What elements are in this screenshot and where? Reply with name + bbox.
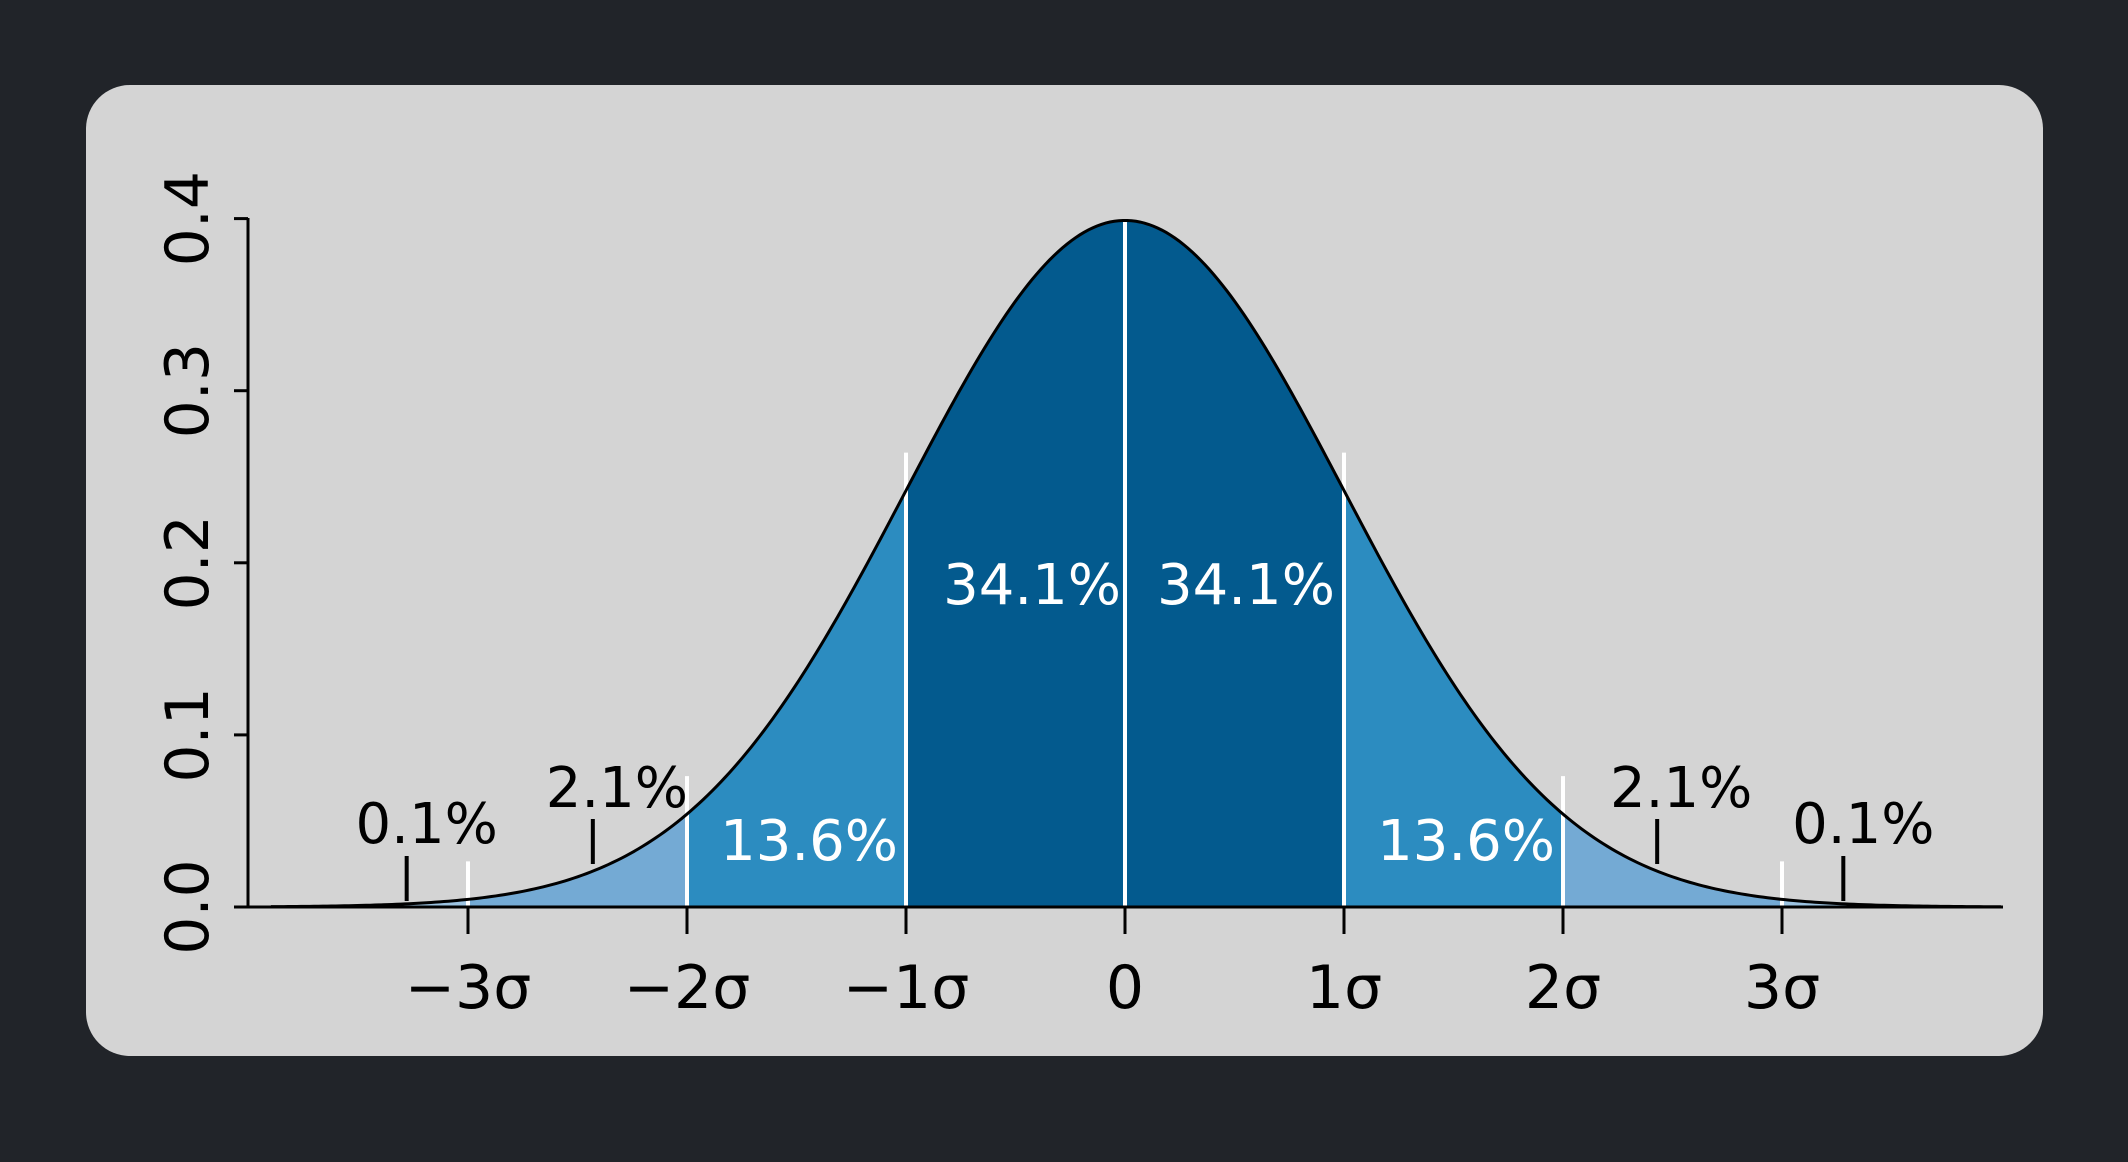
x-tick-label: −1σ (843, 953, 969, 1023)
bands-layer (270, 220, 2001, 908)
pct-label: 34.1% (1157, 553, 1335, 618)
axes-layer: 0.0 0.1 0.2 0.3 0.4 −3σ −2σ −1σ 0 1σ 2σ 3σ (153, 171, 2003, 1023)
y-tick-label: 0.4 (153, 171, 223, 266)
band-4 (468, 814, 687, 907)
band-5 (1563, 814, 1782, 907)
pct-label: 13.6% (1377, 809, 1555, 874)
pct-label: 34.1% (943, 553, 1121, 618)
x-tick-label: 0 (1106, 953, 1144, 1023)
density-curve (270, 218, 2002, 909)
pct-label: 0.1% (356, 792, 498, 857)
pct-label: 13.6% (720, 809, 898, 874)
y-tick-label: 0.3 (153, 343, 223, 438)
x-tick-label: 3σ (1744, 953, 1820, 1023)
band-0 (906, 220, 1125, 908)
x-tick-label: −2σ (624, 953, 750, 1023)
pct-label: 0.1% (1792, 792, 1934, 857)
band-6 (270, 899, 468, 907)
x-tick-label: 2σ (1525, 953, 1601, 1023)
x-tick-label: 1σ (1306, 953, 1382, 1023)
band-1 (1125, 220, 1344, 908)
y-tick-label: 0.2 (153, 515, 223, 610)
pct-label: 2.1% (546, 756, 688, 821)
labels-layer: 34.1% 34.1% 13.6% 13.6% 2.1% 2.1% 0.1% 0.1% (356, 553, 1934, 901)
dividers-layer (466, 220, 1784, 907)
band-7 (1782, 899, 2001, 907)
pct-label: 2.1% (1610, 756, 1752, 821)
y-tick-label: 0.1 (153, 687, 223, 782)
x-tick-label: −3σ (405, 953, 531, 1023)
y-tick-label: 0.0 (153, 859, 223, 954)
